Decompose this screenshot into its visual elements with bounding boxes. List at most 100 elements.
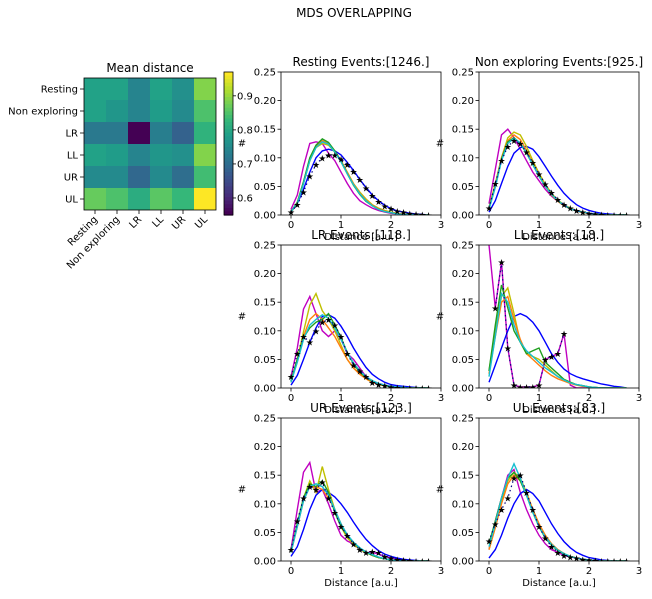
star-marker: ★: [393, 207, 401, 217]
panel-series: ★★★★★★★★★★★★★★★★★★★★★★★: [287, 460, 433, 568]
panel-background: [479, 418, 639, 561]
star-marker: ★: [572, 555, 580, 565]
star-marker: ★: [547, 353, 555, 363]
colorbar-segment: [224, 129, 233, 134]
star-marker: ★: [393, 556, 401, 566]
x-tick-label: 3: [438, 393, 444, 404]
colorbar-segment: [224, 93, 233, 98]
heatmap-col-label: LL: [150, 214, 166, 230]
star-marker: ★: [412, 210, 420, 220]
x-tick-label: 1: [536, 566, 542, 577]
star-marker: ★: [529, 506, 537, 516]
panel-frame: [280, 71, 442, 216]
x-tick-label: 2: [586, 393, 592, 404]
star-marker: ★: [591, 210, 599, 220]
star-marker: ★: [510, 475, 518, 485]
star-marker: ★: [349, 362, 357, 372]
y-axis-label: #: [238, 312, 246, 323]
star-marker: ★: [541, 535, 549, 545]
y-tick-label: 0.25: [254, 68, 276, 79]
x-tick-label: 3: [438, 566, 444, 577]
y-tick-label: 0.25: [254, 414, 276, 425]
series-line: [488, 291, 627, 388]
star-marker: ★: [381, 553, 389, 563]
colorbar-segment: [224, 175, 233, 180]
star-marker: ★: [387, 205, 395, 215]
colorbar-segment: [224, 200, 233, 205]
colorbar-segment: [224, 204, 233, 209]
star-marker: ★: [585, 556, 593, 566]
heatmap-cell: [194, 100, 216, 122]
y-tick-label: 0.20: [254, 96, 276, 107]
colorbar-segment: [224, 179, 233, 184]
panel-frame: [280, 417, 442, 562]
star-marker: ★: [491, 180, 499, 190]
colorbar-segment: [224, 132, 233, 137]
star-marker: ★: [522, 149, 530, 159]
y-tick-label: 0.10: [452, 326, 474, 337]
y-axis-label: #: [436, 312, 444, 323]
histogram-panel: Resting Events:[1246.]★★★★★★★★★★★★★★★★★★…: [238, 55, 444, 243]
star-marker: ★: [337, 523, 345, 533]
star-marker: ★: [585, 210, 593, 220]
star-marker: ★: [324, 151, 332, 161]
y-tick-label: 0.10: [254, 499, 276, 510]
colorbar-segment: [224, 89, 233, 95]
star-marker: ★: [312, 161, 320, 171]
star-marker: ★: [374, 549, 382, 559]
star-marker: ★: [312, 486, 320, 496]
star-marker: ★: [424, 212, 432, 222]
marker-line: [290, 154, 429, 215]
star-marker: ★: [412, 558, 420, 568]
x-axis-label: Distance [a.u.]: [522, 405, 596, 416]
heatmap-cell: [128, 144, 150, 166]
x-tick-label: 0: [288, 220, 294, 231]
colorbar-segment: [224, 168, 233, 173]
star-marker: ★: [485, 537, 493, 547]
star-marker: ★: [312, 327, 320, 337]
y-tick-label: 0.00: [254, 211, 276, 222]
y-tick-label: 0.10: [254, 153, 276, 164]
x-axis-label: Distance [a.u.]: [522, 232, 596, 243]
panel-title: Resting Events:[1246.]: [293, 55, 430, 69]
panel-title: LR Events:[118.]: [311, 228, 411, 242]
panel-background: [281, 72, 441, 215]
heatmap-row-label: UR: [64, 173, 78, 184]
heatmap-cell: [172, 188, 194, 210]
heatmap-frame: [83, 77, 217, 211]
star-marker: ★: [554, 350, 562, 360]
y-tick-label: 0.00: [254, 384, 276, 395]
colorbar-segment: [224, 79, 233, 84]
series-line: [488, 145, 627, 215]
colorbar-segment: [224, 182, 233, 187]
series-line: [488, 284, 627, 388]
panel-series: ★★★★★★★★★★★★★★★★★★★★★★★: [485, 462, 631, 566]
panel-frame: [478, 71, 640, 216]
x-axis-label: Distance [a.u.]: [324, 232, 398, 243]
star-marker: ★: [387, 383, 395, 393]
star-marker: ★: [412, 385, 420, 395]
x-tick-label: 0: [288, 393, 294, 404]
colorbar-segment: [224, 172, 233, 177]
star-marker: ★: [529, 159, 537, 169]
histogram-panel: LR Events:[118.]★★★★★★★★★★★★★★★★★★★★★★★0…: [238, 228, 444, 416]
star-marker: ★: [622, 212, 630, 222]
colorbar-segment: [224, 154, 233, 159]
y-tick-label: 0.20: [254, 269, 276, 280]
star-marker: ★: [362, 185, 370, 195]
star-marker: ★: [541, 181, 549, 191]
heatmap-cell: [106, 166, 128, 188]
colorbar-tick-label: 0.8: [237, 125, 253, 136]
star-marker: ★: [516, 383, 524, 393]
star-marker: ★: [374, 381, 382, 391]
star-marker: ★: [535, 170, 543, 180]
star-marker: ★: [560, 552, 568, 562]
histogram-panel: UR Events:[123.]★★★★★★★★★★★★★★★★★★★★★★★0…: [238, 401, 444, 589]
marker-line: [290, 318, 429, 388]
x-tick-label: 2: [388, 220, 394, 231]
heatmap-cell: [106, 122, 128, 144]
star-marker: ★: [287, 373, 295, 383]
panel-frame: [478, 417, 640, 562]
heatmap-cell: [84, 144, 106, 166]
y-tick-label: 0.15: [254, 298, 276, 309]
